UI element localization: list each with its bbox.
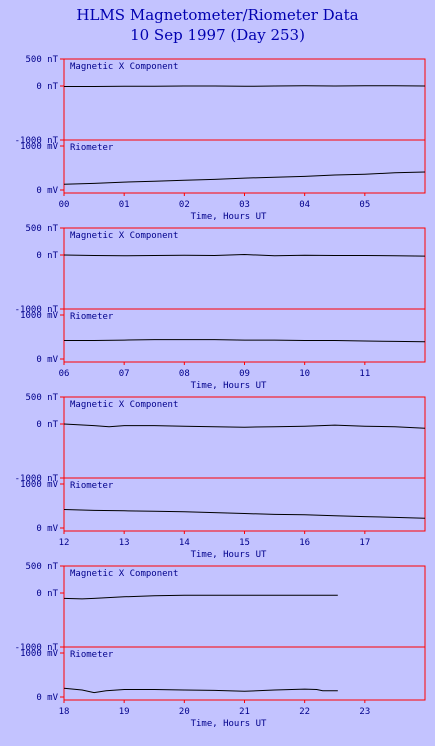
y-tick-label: 0 nT [36,82,58,92]
y-tick-label: 0 mV [36,693,58,703]
x-tick-label: 06 [59,369,70,379]
y-tick-label: 0 mV [36,186,58,196]
x-tick-label: 04 [299,200,310,210]
magnetometer-trace [63,253,426,257]
y-tick-label: -1000 nT [15,136,59,146]
x-tick-label: 02 [179,200,190,210]
riometer-frame [63,646,426,701]
riometer-label: Riometer [70,143,114,153]
riometer-frame [63,308,426,363]
magnetometer-trace [64,85,426,87]
x-tick-label: 23 [359,707,370,717]
riometer-trace [63,687,338,694]
riometer-trace [63,509,426,519]
x-tick-label: 12 [59,538,70,548]
x-tick-label: 14 [179,538,190,548]
x-axis-label: Time, Hours UT [191,550,267,560]
magnetometer-trace [63,594,338,600]
y-tick-label: 500 nT [25,562,58,572]
y-tick-label: 500 nT [25,224,58,234]
y-tick-label: -1000 nT [15,474,59,484]
y-tick-label: 0 nT [36,420,58,430]
x-axis-label: Time, Hours UT [191,381,267,391]
x-tick-label: 11 [359,369,370,379]
x-tick-label: 19 [119,707,130,717]
x-tick-label: 09 [239,369,250,379]
y-tick-label: 500 nT [25,55,58,65]
y-tick-label: -1000 nT [15,643,59,653]
x-tick-label: 20 [179,707,190,717]
y-tick-label: -1000 nT [15,305,59,315]
y-tick-label: 0 mV [36,355,58,365]
y-tick-label: 1000 mV [20,649,59,659]
y-tick-label: 0 nT [36,589,58,599]
x-axis-label: Time, Hours UT [191,212,267,222]
y-tick-label: 500 nT [25,393,58,403]
riometer-frame [63,477,426,532]
magnetometer-label: Magnetic X Component [70,62,178,72]
x-tick-label: 17 [359,538,370,548]
x-tick-label: 13 [119,538,130,548]
x-tick-label: 22 [299,707,310,717]
x-tick-label: 15 [239,538,250,548]
figure-title-line2: 10 Sep 1997 (Day 253) [130,26,305,44]
x-tick-label: 18 [59,707,70,717]
magnetometer-label: Magnetic X Component [70,400,178,410]
magnetometer-label: Magnetic X Component [70,569,178,579]
x-tick-label: 08 [179,369,190,379]
figure-title-line1: HLMS Magnetometer/Riometer Data [76,6,359,24]
y-tick-label: 0 mV [36,524,58,534]
y-tick-label: 1000 mV [20,480,59,490]
x-axis-label: Time, Hours UT [191,719,267,729]
x-tick-label: 03 [239,200,250,210]
x-tick-label: 21 [239,707,250,717]
y-tick-label: 1000 mV [20,311,59,321]
riometer-trace [63,171,426,185]
x-tick-label: 16 [299,538,310,548]
x-tick-label: 05 [359,200,370,210]
riometer-label: Riometer [70,481,114,491]
x-tick-label: 00 [59,200,70,210]
x-tick-label: 10 [299,369,310,379]
y-tick-label: 1000 mV [20,142,59,152]
magnetometer-label: Magnetic X Component [70,231,178,241]
magnetometer-trace [63,423,426,429]
riometer-trace [64,339,426,343]
y-tick-label: 0 nT [36,251,58,261]
x-tick-label: 01 [119,200,130,210]
x-tick-label: 07 [119,369,130,379]
riometer-label: Riometer [70,312,114,322]
riometer-label: Riometer [70,650,114,660]
riometer-frame [63,139,426,194]
